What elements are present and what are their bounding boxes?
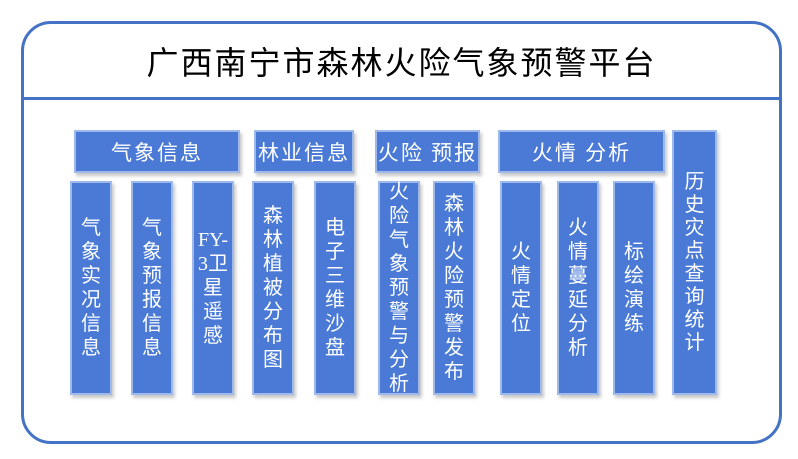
node-forest-vegetation-distribution-map: 森林植被分布图 xyxy=(252,181,294,395)
node-fire-spread-analysis: 火情蔓延分析 xyxy=(557,181,599,395)
platform-frame: 广西南宁市森林火险气象预警平台 xyxy=(21,21,782,444)
group-header-fire-situation-analysis: 火情 分析 xyxy=(498,130,665,173)
node-fy3-satellite-remote-sensing: FY-3卫星遥感 xyxy=(192,181,234,395)
node-weather-forecast-info: 气象预报信息 xyxy=(131,181,173,395)
node-forest-fire-danger-warning-release: 森林火险预警发布 xyxy=(433,181,475,395)
group-header-fire-danger-forecast: 火险 预报 xyxy=(375,130,480,173)
node-historical-disaster-query-statistics: 历史灾点查询统计 xyxy=(672,130,717,395)
node-fire-danger-weather-warning-analysis: 火险气象预警与分析 xyxy=(378,181,420,395)
node-fire-location: 火情定位 xyxy=(500,181,542,395)
node-plotting-drill: 标绘演练 xyxy=(613,181,655,395)
group-header-forestry-info: 林业信息 xyxy=(254,130,354,173)
node-electronic-3d-sandtable: 电子三维沙盘 xyxy=(314,181,356,395)
platform-title: 广西南宁市森林火险气象预警平台 xyxy=(146,44,657,81)
group-header-meteorological-info: 气象信息 xyxy=(74,130,240,173)
node-weather-realtime-info: 气象实况信息 xyxy=(70,181,112,395)
title-bar: 广西南宁市森林火险气象预警平台 xyxy=(24,24,779,100)
